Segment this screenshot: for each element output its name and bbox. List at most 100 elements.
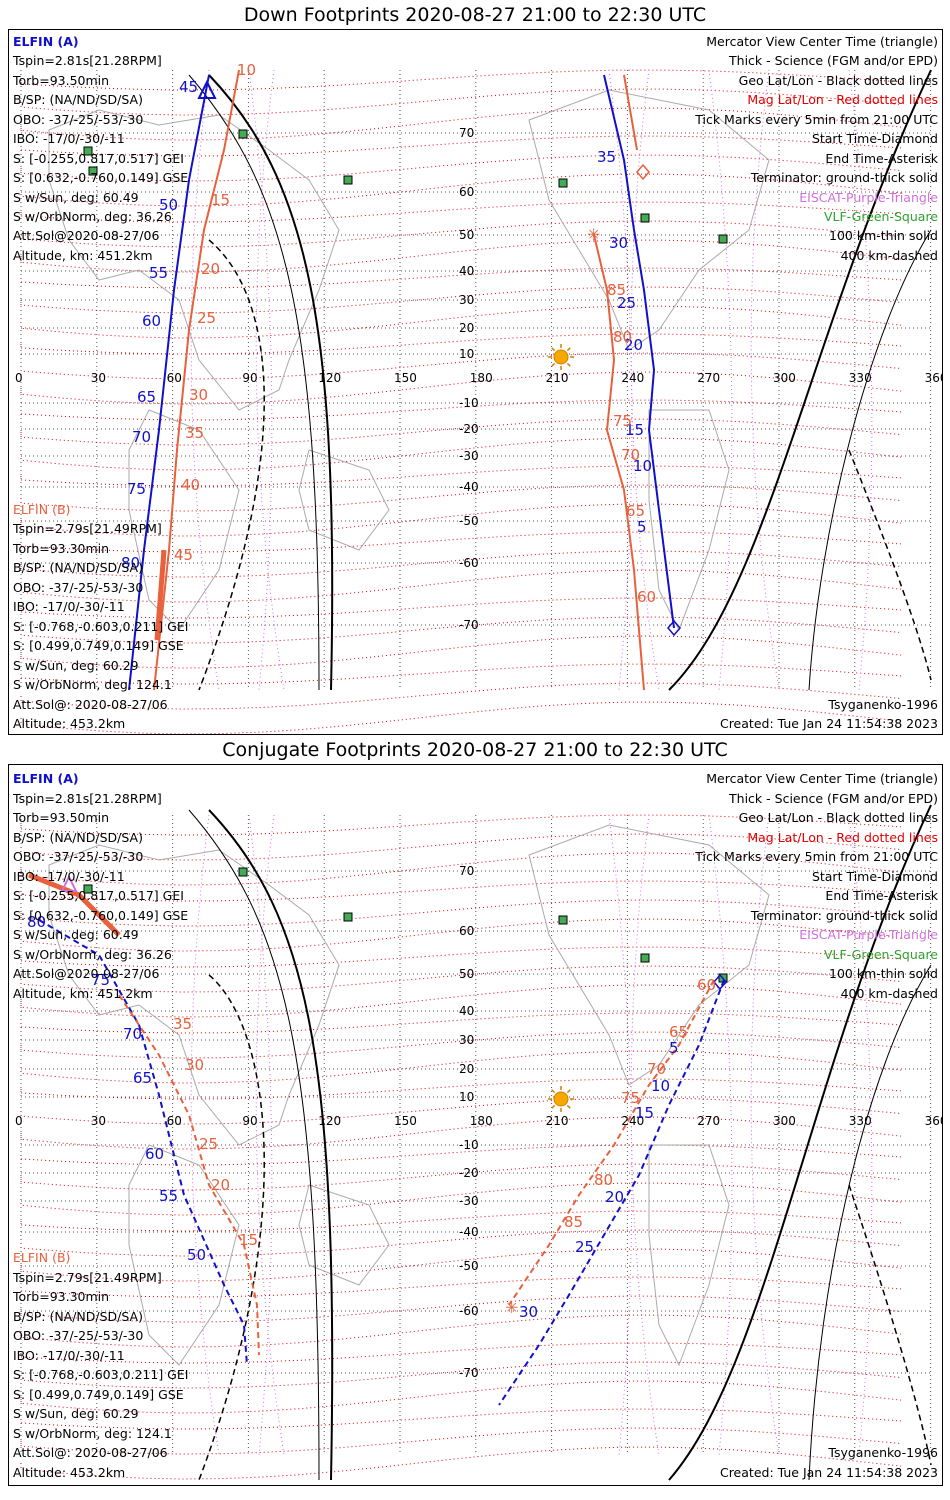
legend-tick: Tick Marks every 5min from 21:00 UTC: [695, 112, 938, 127]
longitude-tick-label: 330: [849, 1114, 872, 1128]
latitude-tick-label: 10: [459, 347, 474, 361]
map-canvas: 0 30 60 90 120 150 180 210 240 270 300 330 360 70 60 50…: [15, 804, 942, 1481]
terminator-400km-line: [848, 449, 932, 681]
legend-terminator: Terminator: ground-thick solid: [750, 908, 938, 923]
elfin-a-tick-label: 5: [637, 518, 647, 536]
mag-parallel: [20, 1408, 902, 1430]
terminator-100km-line: [808, 964, 932, 1481]
sun-icon: [553, 349, 569, 365]
longitude-tick-label: 240: [621, 1114, 644, 1128]
longitude-tick-label: 210: [546, 1114, 569, 1128]
elfin-a-tick-label: 15: [635, 1104, 654, 1122]
mag-parallel: [20, 88, 902, 116]
elfin-b-line-1: Tspin=2.79s[21.49RPM]: [13, 1270, 162, 1285]
elfin-a-tick-label: 35: [597, 148, 616, 166]
mag-parallel: [20, 965, 902, 993]
legend-thin: 100 km-thin solid: [829, 228, 938, 243]
elfin-b-tick-label: 45: [174, 546, 193, 564]
elfin-a-title: ELFIN (A): [13, 34, 79, 49]
latitude-tick-label: 50: [459, 228, 474, 242]
latitude-tick-label: 70: [459, 864, 474, 878]
legend-mag: Mag Lat/Lon - Red dotted lines: [747, 830, 938, 845]
elfin-b-title: ELFIN (B): [13, 502, 71, 517]
elfin-a-tick-label: 60: [145, 1145, 164, 1163]
legend-start: Start Time-Diamond: [811, 869, 938, 884]
legend-mag: Mag Lat/Lon - Red dotted lines: [747, 92, 938, 107]
longitude-tick-label: 240: [621, 371, 644, 385]
legend-mercator: Mercator View Center Time (triangle): [706, 34, 938, 49]
elfin-b-line-8: S w/Sun, deg: 60.29: [13, 1406, 139, 1421]
elfin-b-line-10: Att.Sol@: 2020-08-27/06: [13, 697, 168, 712]
elfin-a-line-4: OBO: -37/-25/-53/-30: [13, 849, 144, 864]
latitude-tick-label: -40: [459, 1225, 479, 1239]
vlf-station-square: [238, 867, 248, 877]
mag-parallel: [20, 682, 902, 710]
legend-start: Start Time-Diamond: [811, 131, 938, 146]
elfin-a-tick-label: 75: [91, 971, 110, 989]
elfin-a-line-7: S: [0.632,-0.760,0.149] GSE: [13, 908, 189, 923]
elfin-b-tick-label: 35: [173, 1015, 192, 1033]
terminator-400km-line: [198, 239, 265, 691]
vlf-station-square: [718, 234, 728, 244]
elfin-a-tick-label: 75: [127, 480, 146, 498]
longitude-tick-label: 60: [167, 1114, 182, 1128]
latitude-tick-label: -20: [459, 1166, 479, 1180]
longitude-tick-label: 120: [318, 371, 341, 385]
longitude-tick-label: 30: [91, 371, 106, 385]
mag-parallel: [20, 465, 902, 487]
vlf-station-square: [558, 915, 568, 925]
mag-meridian: [708, 814, 733, 1456]
elfin-a-line-10: Att.Sol@2020-08-27/06: [13, 228, 160, 243]
mag-meridian: [255, 814, 285, 1456]
end-time-asterisk: ✳: [587, 225, 600, 244]
longitude-tick-label: 210: [546, 371, 569, 385]
mag-parallel: [20, 399, 902, 421]
elfin-b-tick-label: 75: [621, 1089, 640, 1107]
latitude-tick-label: 30: [459, 293, 474, 307]
legend-tick: Tick Marks every 5min from 21:00 UTC: [695, 849, 938, 864]
elfin-b-tick-label: 20: [201, 260, 220, 278]
elfin-a-line-11: Altitude, km: 451.2km: [13, 248, 153, 263]
latitude-tick-label: -10: [459, 1138, 479, 1152]
end-time-asterisk: ✳: [505, 1298, 518, 1317]
elfin-a-tick-label: 70: [132, 428, 151, 446]
latitude-tick-label: -10: [459, 396, 479, 410]
latitude-tick-label: -60: [459, 1304, 479, 1318]
mag-parallel: [20, 550, 902, 578]
latitude-tick-label: -70: [459, 618, 479, 632]
elfin-b-tick-label: 30: [189, 386, 208, 404]
elfin-a-line-8: S w/Sun, deg: 60.49: [13, 190, 139, 205]
elfin-b-track: [623, 74, 638, 151]
elfin-a-tick-label: 15: [625, 421, 644, 439]
legend-end: End Time-Asterisk: [825, 888, 938, 903]
mag-parallel: [20, 1031, 902, 1059]
model-label: Tsyganenko-1996: [828, 697, 938, 712]
latitude-tick-label: -50: [459, 514, 479, 528]
longitude-tick-label: 360: [925, 1114, 942, 1128]
mag-parallel: [20, 1314, 902, 1348]
elfin-b-tick-label: 25: [199, 1135, 218, 1153]
latitude-tick-label: -30: [459, 1194, 479, 1208]
terminator-ground-line: [668, 69, 932, 691]
elfin-b-tick-label: 85: [607, 281, 626, 299]
legend-geo: Geo Lat/Lon - Black dotted lines: [738, 810, 938, 825]
longitude-tick-label: 270: [697, 1114, 720, 1128]
sun-ray: [551, 347, 556, 352]
elfin-a-tick-label: 5: [669, 1039, 679, 1057]
mag-parallel: [20, 597, 902, 619]
elfin-a-tick-label: 20: [605, 1188, 624, 1206]
elfin-a-tick-label: 10: [633, 457, 652, 475]
elfin-b-line-4: OBO: -37/-25/-53/-30: [13, 1328, 144, 1343]
sun-ray: [566, 1104, 571, 1109]
vlf-station-square: [83, 884, 93, 894]
top-panel-title: Down Footprints 2020-08-27 21:00 to 22:3…: [243, 4, 707, 26]
latitude-tick-label: 20: [459, 1062, 474, 1076]
legend-thick: Thick - Science (FGM and/or EPD): [729, 53, 938, 68]
elfin-a-tick-label: 80: [121, 554, 140, 572]
elfin-a-tick-label: 45: [179, 78, 198, 96]
elfin-b-line-7: S: [0.499,0.749,0.149] GSE: [13, 638, 184, 653]
conjugate-footprints-map: 0 30 60 90 120 150 180 210 240 270 300 330 360 70 60 50…: [8, 764, 943, 1486]
eiscat-triangle: [60, 874, 78, 892]
elfin-a-tick-label: 25: [617, 294, 636, 312]
elfin-b-tick-label: 20: [211, 1176, 230, 1194]
